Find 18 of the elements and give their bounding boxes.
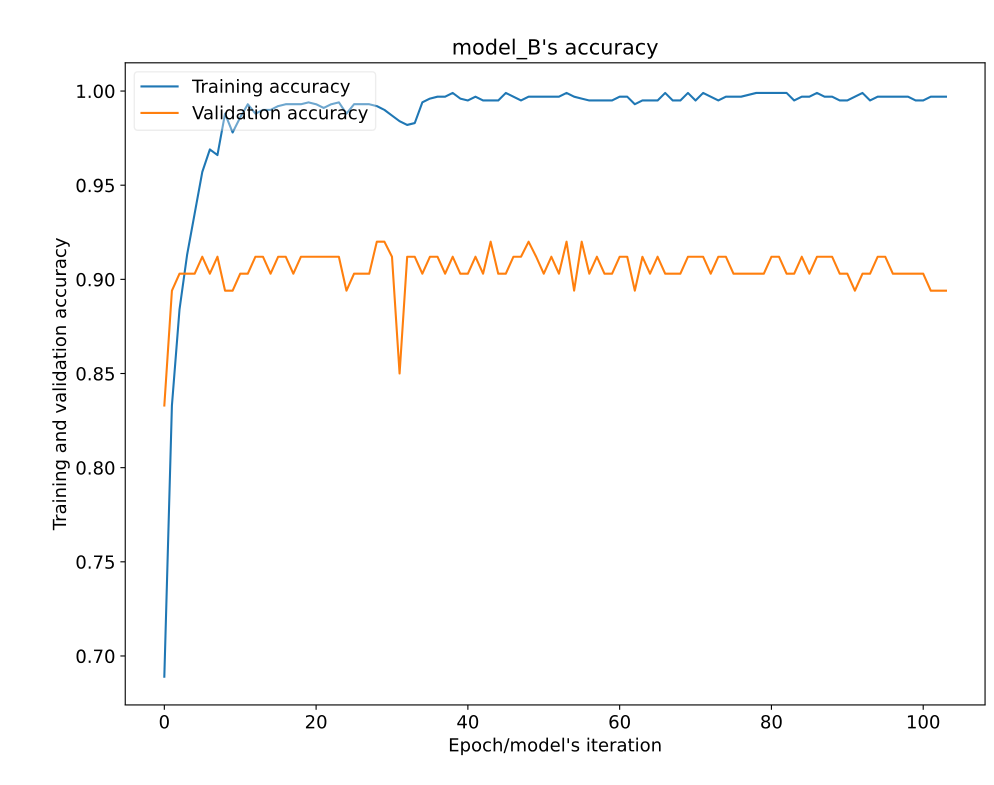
x-tick-label: 0 [160,714,169,729]
line-series [163,240,948,407]
x-tick-label: 60 [609,714,630,729]
x-tick-label: 80 [761,714,782,729]
y-tick-label: 0.80 [76,461,114,475]
chart-title: model_B's accuracy [454,38,658,60]
legend-label: Training accuracy [192,79,350,97]
y-tick-label: 0.85 [76,366,114,381]
y-tick-label: 1.00 [77,84,114,98]
y-tick-label: 0.90 [76,272,114,286]
y-axis-title: Training and validation accuracy [52,238,70,530]
x-tick-label: 100 [908,714,940,729]
y-tick-label: 0.70 [76,649,114,664]
y-tick-label: 0.75 [76,555,114,569]
x-axis-title: Epoch/model's iteration [450,738,661,756]
x-tick-label: 20 [306,714,326,729]
y-tick-label: 0.95 [76,178,114,192]
x-tick-label: 40 [457,714,478,729]
